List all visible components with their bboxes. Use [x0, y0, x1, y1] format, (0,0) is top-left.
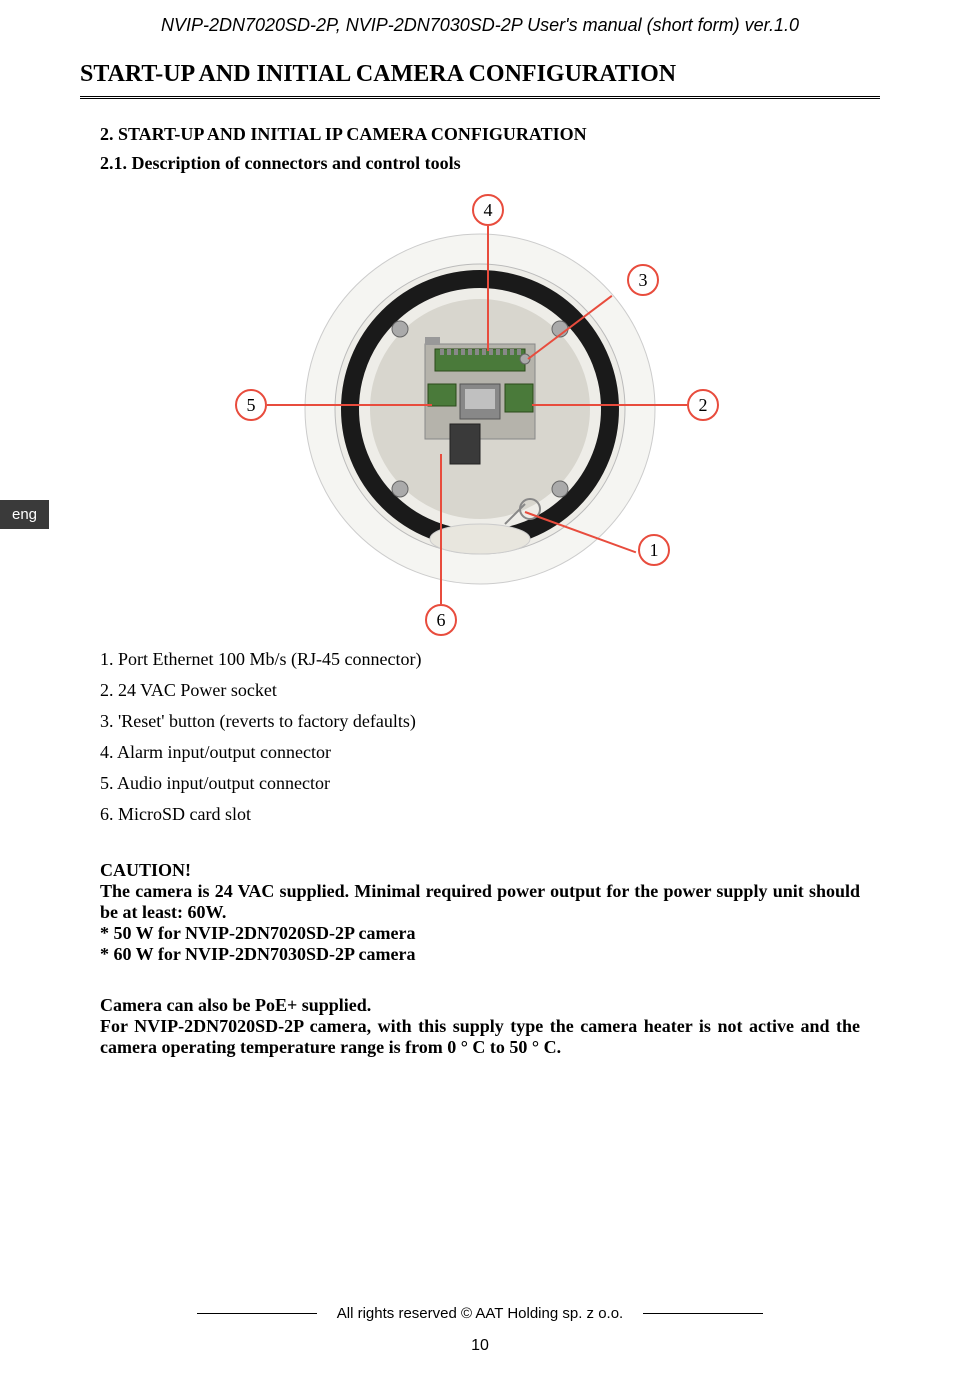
poe-line-2: For NVIP-2DN7020SD-2P camera, with this … [100, 1016, 860, 1058]
caution-sub-2: * 60 W for NVIP-2DN7030SD-2P camera [100, 944, 860, 965]
callout-5: 5 [235, 389, 267, 421]
footer-rule-left [197, 1313, 317, 1314]
list-item-4: 4. Alarm input/output connector [100, 742, 860, 763]
list-item-2: 2. 24 VAC Power socket [100, 680, 860, 701]
poe-block: Camera can also be PoE+ supplied. For NV… [0, 995, 960, 1058]
caution-title: CAUTION! [100, 860, 860, 881]
camera-illustration [300, 229, 660, 589]
connector-list: 1. Port Ethernet 100 Mb/s (RJ-45 connect… [0, 649, 960, 825]
callout-line-6 [440, 454, 442, 604]
list-item-5: 5. Audio input/output connector [100, 773, 860, 794]
main-heading: START-UP AND INITIAL CAMERA CONFIGURATIO… [0, 61, 960, 88]
footer: All rights reserved © AAT Holding sp. z … [0, 1305, 960, 1355]
callout-4: 4 [472, 194, 504, 226]
list-item-1: 1. Port Ethernet 100 Mb/s (RJ-45 connect… [100, 649, 860, 670]
callout-line-4 [487, 226, 489, 351]
header-title: NVIP-2DN7020SD-2P, NVIP-2DN7030SD-2P Use… [0, 0, 960, 61]
callout-3: 3 [627, 264, 659, 296]
callout-line-2 [532, 404, 687, 406]
callout-1: 1 [638, 534, 670, 566]
list-item-6: 6. MicroSD card slot [100, 804, 860, 825]
camera-diagram: 4 3 5 2 1 6 [0, 189, 960, 629]
poe-line-1: Camera can also be PoE+ supplied. [100, 995, 860, 1016]
footer-rule-container: All rights reserved © AAT Holding sp. z … [0, 1305, 960, 1322]
section-heading: 2. START-UP AND INITIAL IP CAMERA CONFIG… [0, 124, 960, 145]
caution-text: The camera is 24 VAC supplied. Minimal r… [100, 881, 860, 923]
callout-line-5 [267, 404, 432, 406]
caution-block: CAUTION! The camera is 24 VAC supplied. … [0, 860, 960, 965]
page-number: 10 [0, 1337, 960, 1355]
caution-sub-1: * 50 W for NVIP-2DN7020SD-2P camera [100, 923, 860, 944]
callout-6: 6 [425, 604, 457, 636]
footer-text: All rights reserved © AAT Holding sp. z … [337, 1305, 623, 1322]
footer-rule-right [643, 1313, 763, 1314]
list-item-3: 3. 'Reset' button (reverts to factory de… [100, 711, 860, 732]
subsection-heading: 2.1. Description of connectors and contr… [0, 153, 960, 174]
divider-rule [80, 96, 880, 99]
callout-2: 2 [687, 389, 719, 421]
